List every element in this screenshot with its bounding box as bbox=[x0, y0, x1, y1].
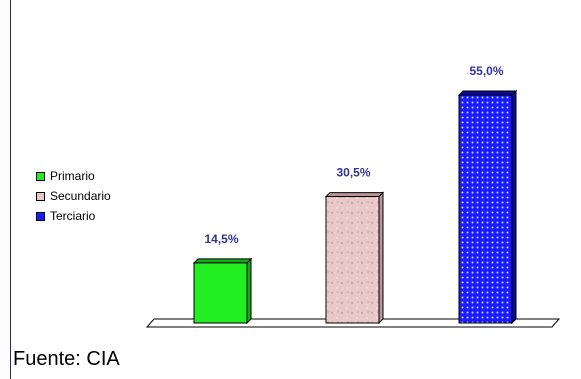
frame-border bbox=[10, 0, 11, 379]
data-label-primario: 14,5% bbox=[204, 232, 238, 246]
chart-legend: Primario Secundario Terciario bbox=[36, 166, 111, 226]
legend-label-secundario: Secundario bbox=[50, 189, 111, 203]
legend-label-terciario: Terciario bbox=[50, 209, 96, 223]
source-note: Fuente: CIA bbox=[13, 348, 120, 370]
bar-top-secundario bbox=[324, 192, 385, 198]
bar-side-terciario bbox=[511, 89, 517, 325]
legend-item-secundario: Secundario bbox=[36, 186, 111, 206]
data-label-secundario: 30,5% bbox=[336, 166, 370, 180]
legend-item-primario: Primario bbox=[36, 166, 111, 186]
bar-top-primario bbox=[192, 258, 253, 264]
bar-top-terciario bbox=[457, 90, 518, 96]
bar-secundario bbox=[325, 196, 380, 324]
bar-primario bbox=[193, 262, 248, 324]
bar-terciario bbox=[458, 94, 513, 324]
bar-side-secundario bbox=[378, 191, 384, 325]
legend-swatch-secundario bbox=[36, 191, 45, 201]
legend-label-primario: Primario bbox=[50, 169, 95, 183]
data-label-terciario: 55,0% bbox=[469, 64, 503, 78]
legend-item-terciario: Terciario bbox=[36, 206, 111, 226]
legend-swatch-terciario bbox=[36, 211, 45, 221]
bar-side-primario bbox=[246, 257, 252, 325]
legend-swatch-primario bbox=[36, 171, 45, 181]
